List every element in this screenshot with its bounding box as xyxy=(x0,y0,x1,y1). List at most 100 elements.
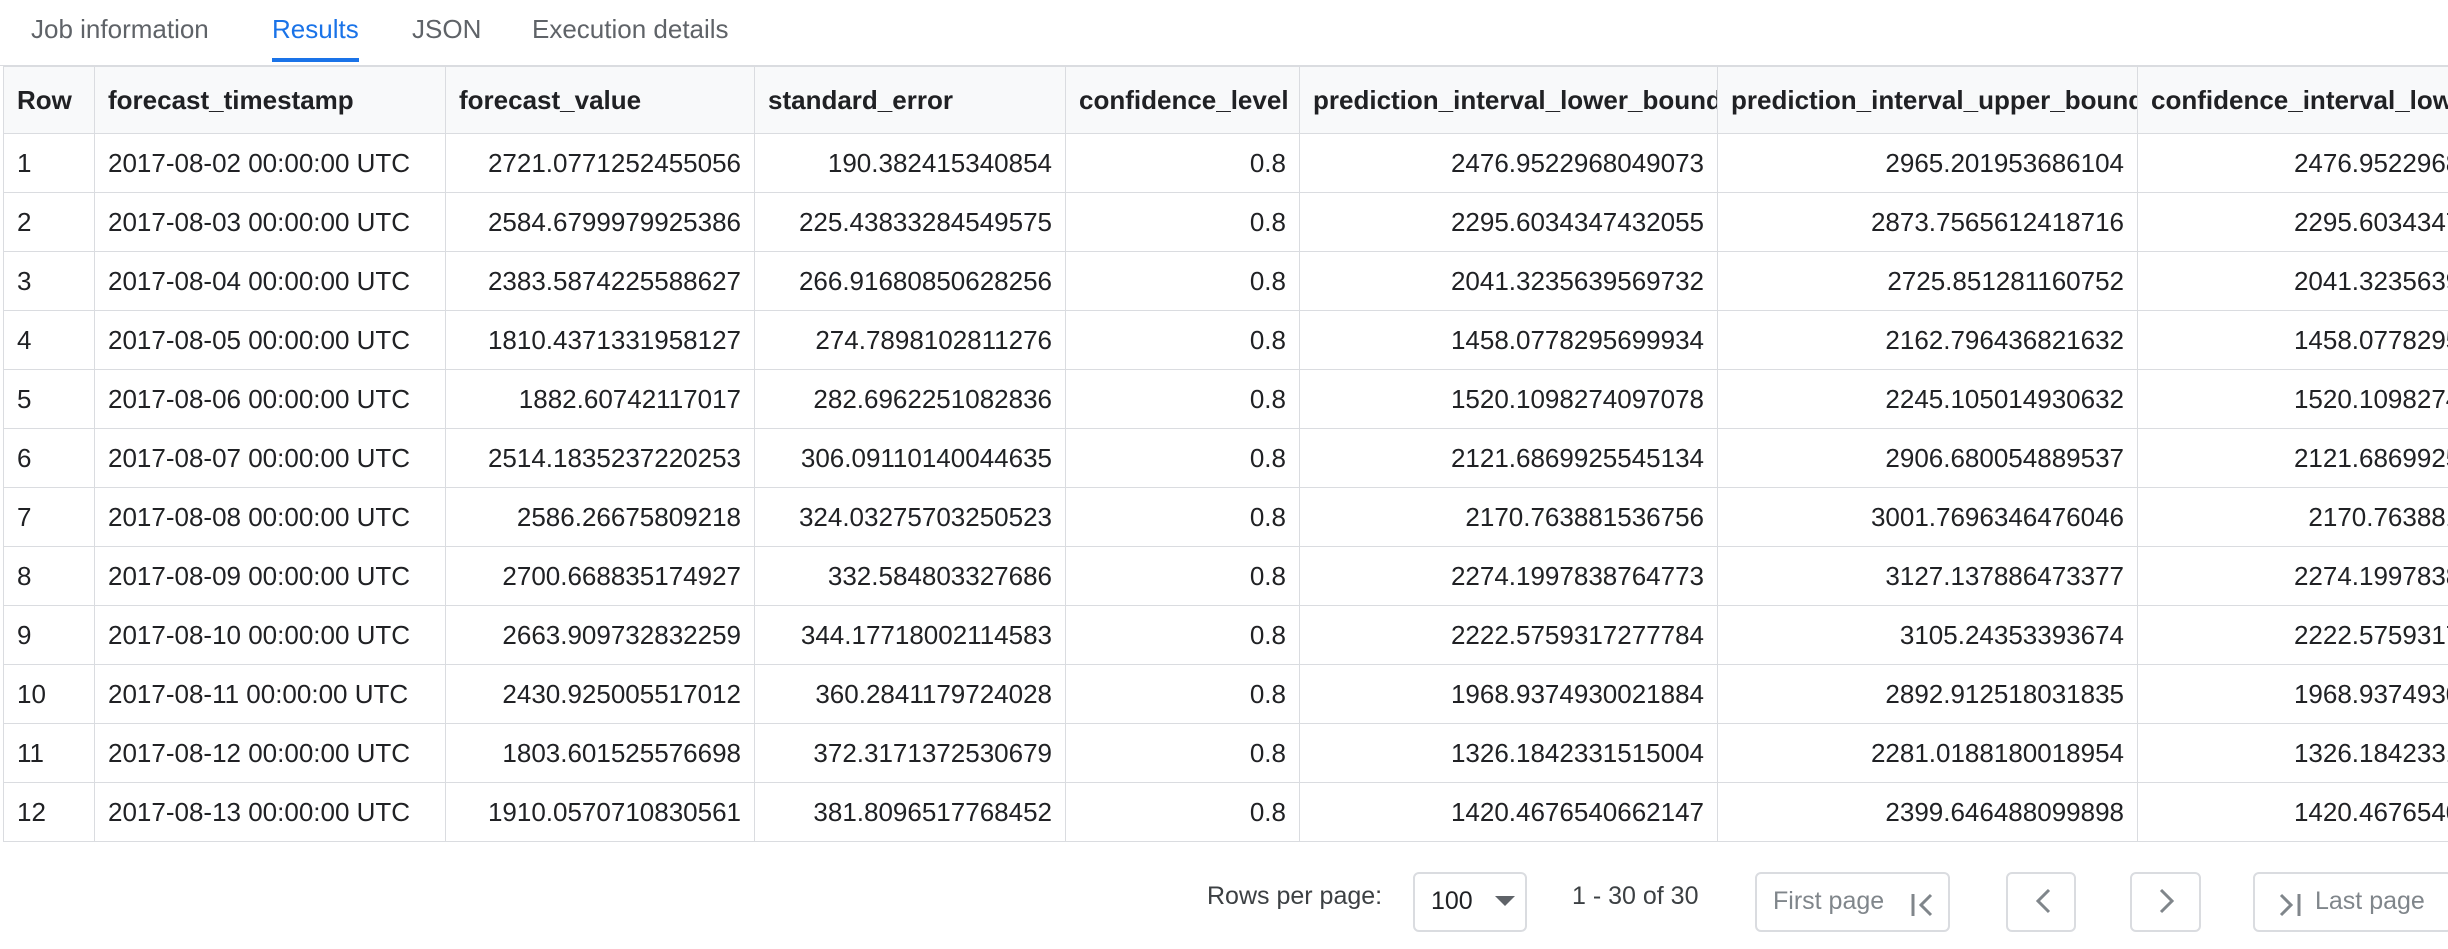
table-cell: 2476.9522968049073 xyxy=(2138,134,2448,193)
dropdown-arrow xyxy=(1495,896,1515,908)
table-cell: 2017-08-11 00:00:00 UTC xyxy=(95,665,446,724)
table-cell: 2041.3235639569732 xyxy=(2138,252,2448,311)
table-cell: 2383.5874225588627 xyxy=(446,252,755,311)
table-cell: 2295.6034347432055 xyxy=(2138,193,2448,252)
page-range: 1 - 30 of 30 xyxy=(1572,882,1698,911)
table-cell: 6 xyxy=(4,429,95,488)
table-cell: 2017-08-05 00:00:00 UTC xyxy=(95,311,446,370)
table-cell: 5 xyxy=(4,370,95,429)
column-header[interactable]: prediction_interval_upper_bound xyxy=(1718,67,2138,134)
column-header[interactable]: Row xyxy=(4,67,95,134)
tab[interactable]: Job information xyxy=(31,0,209,62)
last-page-icon xyxy=(2277,892,2307,918)
table-cell: 10 xyxy=(4,665,95,724)
table-cell: 2017-08-13 00:00:00 UTC xyxy=(95,783,446,842)
table-cell: 266.91680850628256 xyxy=(755,252,1066,311)
column-header[interactable]: forecast_value xyxy=(446,67,755,134)
table-cell: 8 xyxy=(4,547,95,606)
table-cell: 274.7898102811276 xyxy=(755,311,1066,370)
table-cell: 2121.6869925545134 xyxy=(1300,429,1718,488)
table-cell: 1420.4676540662147 xyxy=(1300,783,1718,842)
table-cell: 2584.6799979925386 xyxy=(446,193,755,252)
column-header[interactable]: standard_error xyxy=(755,67,1066,134)
table-cell: 2170.763881536756 xyxy=(2138,488,2448,547)
table-cell: 2721.0771252455056 xyxy=(446,134,755,193)
column-header[interactable]: confidence_level xyxy=(1066,67,1300,134)
table-cell: 2892.912518031835 xyxy=(1718,665,2138,724)
table-cell: 0.8 xyxy=(1066,429,1300,488)
prev-page-button[interactable] xyxy=(2006,872,2076,932)
table-cell: 2017-08-08 00:00:00 UTC xyxy=(95,488,446,547)
table-cell: 2170.763881536756 xyxy=(1300,488,1718,547)
table-cell: 0.8 xyxy=(1066,370,1300,429)
tab[interactable]: Results xyxy=(272,0,359,62)
table-cell: 2725.851281160752 xyxy=(1718,252,2138,311)
table-cell: 2017-08-10 00:00:00 UTC xyxy=(95,606,446,665)
column-header[interactable]: prediction_interval_lower_bound xyxy=(1300,67,1718,134)
table-cell: 2245.105014930632 xyxy=(1718,370,2138,429)
table-cell: 7 xyxy=(4,488,95,547)
table-cell: 2017-08-04 00:00:00 UTC xyxy=(95,252,446,311)
table-cell: 2873.7565612418716 xyxy=(1718,193,2138,252)
first-page-button[interactable]: First page xyxy=(1755,872,1950,932)
table-cell: 2017-08-12 00:00:00 UTC xyxy=(95,724,446,783)
table-cell: 1326.1842331515004 xyxy=(2138,724,2448,783)
rows-per-page-label: Rows per page: xyxy=(1207,882,1382,911)
column-header[interactable]: forecast_timestamp xyxy=(95,67,446,134)
table-cell: 2017-08-06 00:00:00 UTC xyxy=(95,370,446,429)
tab-bar: Job information Results JSON Execution deta… xyxy=(0,0,2448,66)
table-cell: 306.09110140044635 xyxy=(755,429,1066,488)
page: Job information Results JSON Execution deta… xyxy=(0,0,2448,910)
table-cell: 2222.5759317277784 xyxy=(2138,606,2448,665)
table-cell: 1520.1098274097078 xyxy=(1300,370,1718,429)
table-cell: 1458.0778295699934 xyxy=(2138,311,2448,370)
rows-per-page-select[interactable]: 100 xyxy=(1413,872,1527,932)
column-header[interactable]: confidence_interval_lower_bound xyxy=(2138,67,2448,134)
tab[interactable]: JSON xyxy=(412,0,481,62)
table-cell: 2295.6034347432055 xyxy=(1300,193,1718,252)
table-cell: 1882.60742117017 xyxy=(446,370,755,429)
table-cell: 3 xyxy=(4,252,95,311)
table-cell: 0.8 xyxy=(1066,488,1300,547)
table-cell: 1458.0778295699934 xyxy=(1300,311,1718,370)
table-cell: 190.382415340854 xyxy=(755,134,1066,193)
table-cell: 344.17718002114583 xyxy=(755,606,1066,665)
table-cell: 2586.26675809218 xyxy=(446,488,755,547)
table-cell: 11 xyxy=(4,724,95,783)
table-cell: 1 xyxy=(4,134,95,193)
tab[interactable]: Execution details xyxy=(532,0,729,62)
table-cell: 1968.9374930021884 xyxy=(1300,665,1718,724)
table-cell: 2017-08-03 00:00:00 UTC xyxy=(95,193,446,252)
last-page-button[interactable]: Last page xyxy=(2253,872,2448,932)
table-cell: 0.8 xyxy=(1066,665,1300,724)
table-cell: 1910.0570710830561 xyxy=(446,783,755,842)
table-cell: 1326.1842331515004 xyxy=(1300,724,1718,783)
table-cell: 1803.601525576698 xyxy=(446,724,755,783)
next-page-button[interactable] xyxy=(2130,872,2201,932)
table-cell: 2162.796436821632 xyxy=(1718,311,2138,370)
table-cell: 2121.6869925545134 xyxy=(2138,429,2448,488)
table-cell: 0.8 xyxy=(1066,193,1300,252)
table-cell: 0.8 xyxy=(1066,134,1300,193)
first-page-text: First page xyxy=(1773,887,1884,915)
table-cell: 12 xyxy=(4,783,95,842)
table-cell: 2430.925005517012 xyxy=(446,665,755,724)
table-cell: 2041.3235639569732 xyxy=(1300,252,1718,311)
table-cell: 332.584803327686 xyxy=(755,547,1066,606)
table-cell: 2399.646488099898 xyxy=(1718,783,2138,842)
table-cell: 2663.909732832259 xyxy=(446,606,755,665)
table-cell: 9 xyxy=(4,606,95,665)
